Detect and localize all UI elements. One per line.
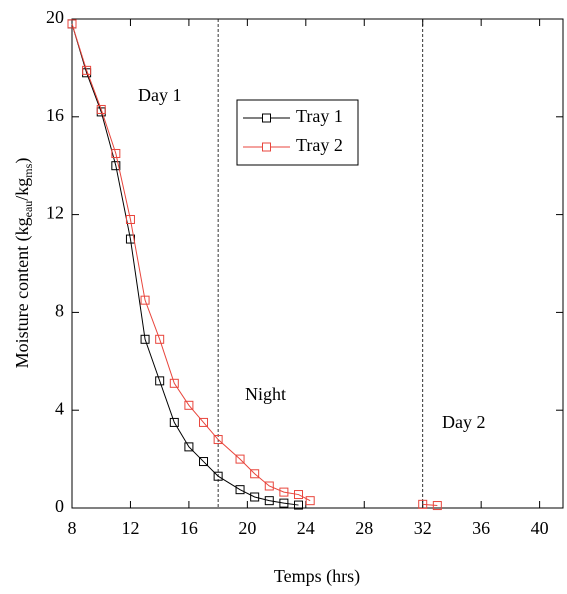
point-marker <box>169 417 179 427</box>
series-line <box>71 23 438 507</box>
x-tick-label: 28 <box>355 518 373 538</box>
y-label-sub: ms <box>21 163 35 177</box>
point-marker <box>250 469 260 479</box>
point-marker <box>279 498 289 508</box>
point-marker <box>155 376 165 386</box>
x-tick-label: 24 <box>297 518 315 538</box>
point-marker <box>235 454 245 464</box>
y-tick-label: 0 <box>55 496 64 516</box>
y-label-part: Moisture content (kg <box>12 217 33 368</box>
plot-frame <box>71 18 564 509</box>
y-tick-label: 16 <box>46 105 64 125</box>
point-marker <box>125 214 135 224</box>
point-marker <box>184 400 194 410</box>
x-tick-label: 16 <box>180 518 198 538</box>
y-axis-label: Moisture content (kgeau/kgms) <box>12 158 35 369</box>
x-axis-label: Temps (hrs) <box>274 566 360 587</box>
annotation: Day 1 <box>138 85 182 105</box>
x-tick-label: 8 <box>68 518 77 538</box>
point-marker <box>264 496 274 506</box>
x-tick-label: 40 <box>531 518 549 538</box>
point-marker <box>294 490 304 500</box>
point-marker <box>213 471 223 481</box>
y-tick-label: 20 <box>46 7 64 27</box>
point-marker <box>279 487 289 497</box>
point-marker <box>418 499 428 509</box>
y-label-part: /kg <box>12 178 32 201</box>
legend-marker <box>262 113 271 123</box>
point-marker <box>264 481 274 491</box>
y-tick-label: 4 <box>55 398 64 418</box>
y-label-sub: eau <box>21 201 35 218</box>
point-marker <box>199 417 209 427</box>
point-marker <box>82 65 92 75</box>
point-marker <box>140 334 150 344</box>
point-marker <box>184 442 194 452</box>
point-marker <box>67 19 77 29</box>
x-tick-label: 12 <box>121 518 139 538</box>
x-tick-label: 36 <box>472 518 490 538</box>
point-marker <box>305 496 315 506</box>
point-marker <box>96 104 106 114</box>
x-tick-label: 32 <box>414 518 432 538</box>
point-marker <box>169 378 179 388</box>
x-tick-label: 20 <box>238 518 256 538</box>
point-marker <box>250 492 260 502</box>
point-marker <box>294 500 304 510</box>
point-marker <box>111 161 121 171</box>
point-marker <box>199 457 209 467</box>
point-marker <box>155 334 165 344</box>
legend-box <box>236 99 359 166</box>
annotation: Night <box>245 384 286 404</box>
legend-label: Tray 2 <box>296 135 343 155</box>
y-label-part: ) <box>12 158 33 164</box>
point-marker <box>432 501 442 511</box>
point-marker <box>235 485 245 495</box>
y-tick-label: 12 <box>46 203 64 223</box>
point-marker <box>213 435 223 445</box>
annotation: Day 2 <box>442 412 486 432</box>
y-tick-label: 8 <box>55 301 64 321</box>
point-marker <box>140 295 150 305</box>
series-line <box>71 23 299 506</box>
point-marker <box>111 148 121 158</box>
legend-label: Tray 1 <box>296 106 343 126</box>
legend-marker <box>262 142 271 152</box>
